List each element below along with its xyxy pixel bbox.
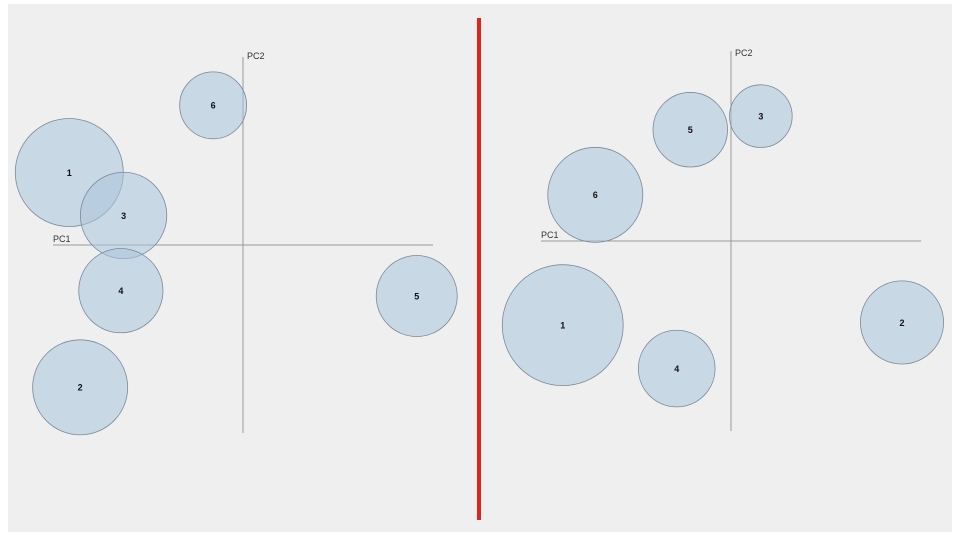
bubble-4: [78, 248, 164, 334]
bubble-5: [375, 255, 458, 337]
y-axis-label: PC2: [247, 51, 265, 61]
bubble-6: [547, 146, 644, 243]
pca-panel-2: PC1 PC2 1 2 3 4 5 6: [501, 48, 944, 431]
bubble-label-4: 4: [674, 364, 679, 374]
y-axis-label: PC2: [735, 48, 753, 58]
bubble-label-6: 6: [593, 190, 598, 200]
bubble-2: [860, 280, 944, 365]
bubble-label-5: 5: [414, 291, 419, 301]
bubble-label-2: 2: [899, 318, 904, 328]
x-axis-label: PC1: [53, 234, 71, 244]
bubble-2: [32, 339, 129, 436]
bubble-label-1: 1: [560, 321, 565, 331]
bubble-label-5: 5: [688, 125, 693, 135]
bubble-3: [729, 84, 793, 148]
bubble-6: [179, 71, 248, 140]
bubble-1: [501, 264, 624, 387]
bubble-label-3: 3: [758, 112, 763, 122]
bubble-5: [652, 92, 728, 168]
bubble-label-4: 4: [118, 286, 123, 296]
pca-comparison-svg: PC1 PC2 1 2 3 4 5 6 PC1 PC2 1 2 3 4 5 6: [14, 18, 944, 520]
bubble-label-1: 1: [67, 168, 72, 178]
bubble-label-6: 6: [211, 101, 216, 111]
bubble-4: [637, 329, 716, 408]
chart-canvas: PC1 PC2 1 2 3 4 5 6 PC1 PC2 1 2 3 4 5 6: [8, 4, 952, 532]
bubble-label-2: 2: [78, 383, 83, 393]
x-axis-label: PC1: [541, 230, 559, 240]
pca-panel-1: PC1 PC2 1 2 3 4 5 6: [14, 51, 458, 436]
bubble-label-3: 3: [121, 211, 126, 221]
